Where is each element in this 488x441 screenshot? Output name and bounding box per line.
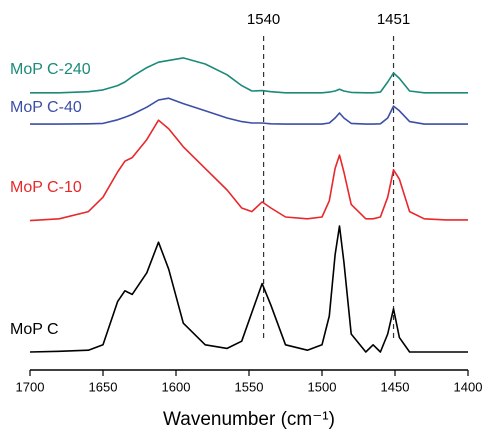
marker-label: 1540 xyxy=(247,11,280,28)
series-label: MoP C xyxy=(10,321,59,338)
x-tick-label: 1700 xyxy=(16,379,45,394)
spectrum-line xyxy=(29,225,468,353)
x-tick-label: 1450 xyxy=(381,379,410,394)
spectrum-line xyxy=(29,119,468,222)
spectrum-line xyxy=(30,97,468,125)
x-tick-label: 1500 xyxy=(308,379,337,394)
series-label: MoP C-10 xyxy=(10,179,82,196)
series-label: MoP C-240 xyxy=(10,61,91,78)
marker-label: 1451 xyxy=(377,11,410,28)
series-label: MoP C-40 xyxy=(10,99,82,116)
x-axis-title: Wavenumber (cm⁻¹) xyxy=(163,409,335,430)
x-tick-label: 1600 xyxy=(162,379,191,394)
x-tick-label: 1400 xyxy=(454,379,483,394)
x-tick-label: 1550 xyxy=(235,379,264,394)
x-tick-label: 1650 xyxy=(89,379,118,394)
spectrum-line xyxy=(30,57,468,94)
